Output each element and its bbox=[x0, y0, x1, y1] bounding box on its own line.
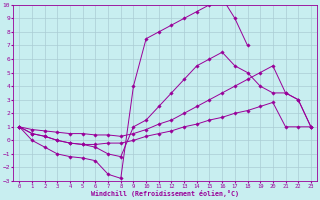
X-axis label: Windchill (Refroidissement éolien,°C): Windchill (Refroidissement éolien,°C) bbox=[91, 190, 239, 197]
